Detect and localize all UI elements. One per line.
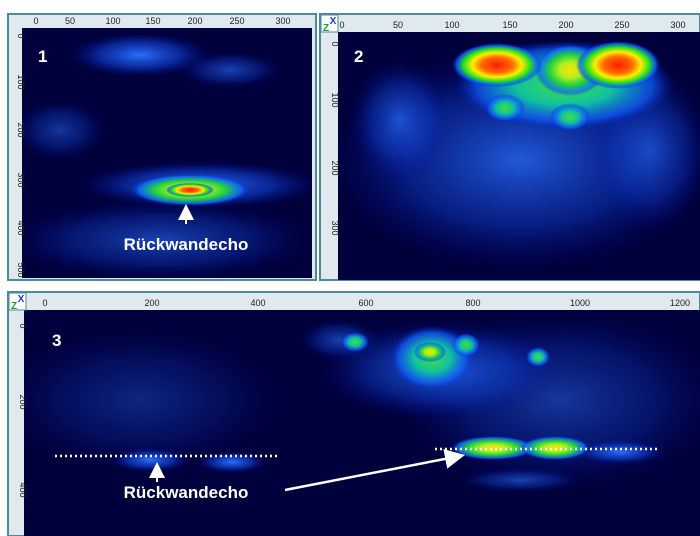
tick-label: 200 [558, 20, 573, 30]
scan-screenshot: 0 50 100 150 200 250 300 0 100 200 300 4… [0, 0, 700, 536]
panel-3: X Z 0 200 400 600 800 1000 1200 0 200 40… [0, 292, 700, 536]
tick-label: 1200 [670, 298, 690, 308]
tick-label: 150 [502, 20, 517, 30]
axis-x-icon: X [18, 294, 25, 305]
axis-x-icon: X [330, 16, 337, 27]
panel-2: X Z 0 50 100 150 200 250 300 0 100 200 3… [320, 14, 700, 280]
panel-1: 0 50 100 150 200 250 300 0 100 200 300 4… [8, 14, 320, 280]
tick-label: 300 [330, 220, 340, 235]
tick-label: 50 [65, 16, 75, 26]
tick-label: 0 [18, 323, 28, 328]
tick-label: 250 [229, 16, 244, 26]
tick-label: 100 [330, 92, 340, 107]
annotation: Rückwandecho [124, 235, 249, 254]
axis-z-icon: Z [11, 301, 17, 312]
tick-label: 400 [18, 482, 28, 497]
panel-label: 3 [52, 331, 61, 350]
tick-label: 200 [187, 16, 202, 26]
annotation: Rückwandecho [124, 483, 249, 502]
tick-label: 1000 [570, 298, 590, 308]
tick-label: 100 [444, 20, 459, 30]
tick-label: 0 [330, 41, 340, 46]
tick-label: 200 [144, 298, 159, 308]
tick-label: 0 [16, 33, 26, 38]
panel-label: 1 [38, 47, 47, 66]
tick-label: 300 [670, 20, 685, 30]
tick-label: 0 [42, 298, 47, 308]
tick-label: 0 [33, 16, 38, 26]
tick-label: 300 [275, 16, 290, 26]
tick-label: 0 [339, 20, 344, 30]
tick-label: 150 [145, 16, 160, 26]
tick-label: 500 [16, 262, 26, 277]
tick-label: 800 [465, 298, 480, 308]
tick-label: 300 [16, 172, 26, 187]
tick-label: 100 [16, 74, 26, 89]
tick-label: 250 [614, 20, 629, 30]
tick-label: 400 [16, 220, 26, 235]
tick-label: 400 [250, 298, 265, 308]
tick-label: 600 [358, 298, 373, 308]
tick-label: 200 [330, 160, 340, 175]
tick-label: 200 [16, 122, 26, 137]
panel-label: 2 [354, 47, 363, 66]
tick-label: 200 [18, 394, 28, 409]
tick-label: 100 [105, 16, 120, 26]
tick-label: 50 [393, 20, 403, 30]
axis-z-icon: Z [323, 23, 329, 34]
